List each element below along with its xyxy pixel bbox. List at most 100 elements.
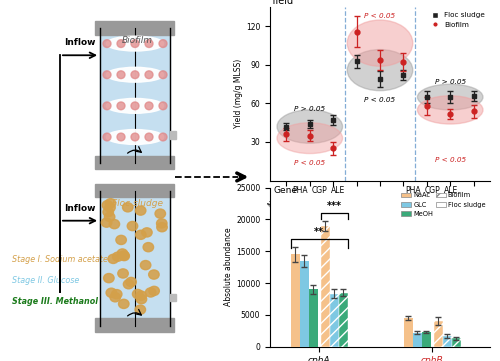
Ellipse shape [136, 295, 146, 304]
Ellipse shape [102, 218, 112, 227]
Text: **: ** [314, 227, 324, 237]
Ellipse shape [126, 277, 136, 287]
Bar [96, 184, 174, 197]
Text: Stage III. Methanol: Stage III. Methanol [12, 297, 98, 306]
Text: Yield: Yield [270, 0, 293, 6]
Bar [170, 293, 175, 301]
Ellipse shape [145, 133, 153, 141]
Ellipse shape [103, 133, 111, 141]
Ellipse shape [143, 243, 154, 252]
Ellipse shape [117, 102, 125, 110]
Ellipse shape [131, 71, 139, 79]
Bar [96, 156, 174, 169]
Text: P < 0.05: P < 0.05 [364, 97, 396, 103]
Text: Stage II. Glucose: Stage II. Glucose [12, 276, 80, 285]
Ellipse shape [106, 67, 164, 82]
Ellipse shape [127, 221, 138, 231]
Ellipse shape [347, 49, 413, 91]
Ellipse shape [132, 290, 143, 299]
Text: PHA: PHA [406, 186, 421, 195]
Bar [100, 29, 170, 163]
Ellipse shape [103, 71, 111, 79]
Text: Inflow: Inflow [64, 39, 96, 48]
Text: P > 0.05: P > 0.05 [294, 106, 326, 112]
Ellipse shape [110, 293, 120, 302]
Text: Gene: Gene [273, 186, 297, 195]
Ellipse shape [159, 133, 167, 141]
Text: CGP: CGP [424, 186, 440, 195]
Bar [338, 292, 347, 347]
Text: ***: *** [326, 201, 342, 211]
Ellipse shape [112, 290, 122, 299]
Text: Stage I. Sodium acetate: Stage I. Sodium acetate [12, 255, 108, 264]
Bar [300, 261, 308, 347]
Text: P > 0.05: P > 0.05 [434, 79, 466, 85]
Ellipse shape [136, 230, 146, 239]
Ellipse shape [104, 274, 114, 283]
Ellipse shape [119, 252, 130, 261]
Ellipse shape [106, 130, 164, 144]
Ellipse shape [103, 207, 114, 217]
Ellipse shape [124, 280, 134, 289]
Bar [96, 21, 174, 35]
Bar [443, 336, 452, 347]
Ellipse shape [103, 102, 111, 110]
Ellipse shape [277, 123, 342, 153]
Text: Biofilm: Biofilm [122, 36, 153, 45]
Ellipse shape [122, 203, 133, 212]
Ellipse shape [106, 36, 164, 51]
Text: PHA: PHA [292, 186, 308, 195]
Ellipse shape [117, 249, 128, 258]
Bar [308, 290, 318, 347]
Ellipse shape [131, 133, 139, 141]
Ellipse shape [118, 251, 129, 260]
Ellipse shape [104, 212, 115, 222]
Ellipse shape [109, 219, 120, 229]
Ellipse shape [146, 288, 156, 297]
Ellipse shape [106, 199, 116, 208]
Ellipse shape [157, 223, 168, 232]
Text: P < 0.05: P < 0.05 [434, 157, 466, 163]
Ellipse shape [347, 20, 413, 66]
Bar [290, 255, 300, 347]
Ellipse shape [117, 71, 125, 79]
Ellipse shape [142, 228, 152, 237]
Ellipse shape [140, 261, 151, 270]
Text: ALE: ALE [331, 186, 345, 195]
Bar [422, 332, 430, 347]
Ellipse shape [104, 203, 115, 212]
Ellipse shape [112, 252, 123, 261]
Ellipse shape [116, 235, 126, 244]
Ellipse shape [145, 102, 153, 110]
Ellipse shape [106, 288, 117, 297]
Ellipse shape [135, 305, 145, 314]
Bar [320, 226, 330, 347]
Legend: Floc sludge, Biofilm: Floc sludge, Biofilm [426, 11, 486, 30]
Bar [413, 332, 422, 347]
Ellipse shape [145, 71, 153, 79]
Bar [170, 131, 175, 139]
Ellipse shape [145, 40, 153, 48]
FancyBboxPatch shape [2, 0, 258, 361]
Ellipse shape [102, 200, 113, 210]
Ellipse shape [108, 254, 118, 264]
Ellipse shape [148, 270, 159, 279]
Text: P < 0.05: P < 0.05 [294, 160, 326, 166]
Ellipse shape [106, 99, 164, 113]
Ellipse shape [103, 40, 111, 48]
Text: ALE: ALE [444, 186, 458, 195]
Ellipse shape [418, 84, 483, 110]
Ellipse shape [277, 110, 342, 143]
Ellipse shape [159, 40, 167, 48]
Ellipse shape [118, 269, 128, 278]
Y-axis label: Yield (mg/g MLSS): Yield (mg/g MLSS) [234, 59, 243, 129]
Ellipse shape [131, 40, 139, 48]
Bar [330, 294, 338, 347]
Ellipse shape [136, 291, 146, 300]
Ellipse shape [131, 102, 139, 110]
Ellipse shape [117, 133, 125, 141]
Text: Floc sludge: Floc sludge [112, 199, 163, 208]
Ellipse shape [117, 40, 125, 48]
Ellipse shape [136, 206, 146, 215]
Ellipse shape [149, 286, 160, 296]
